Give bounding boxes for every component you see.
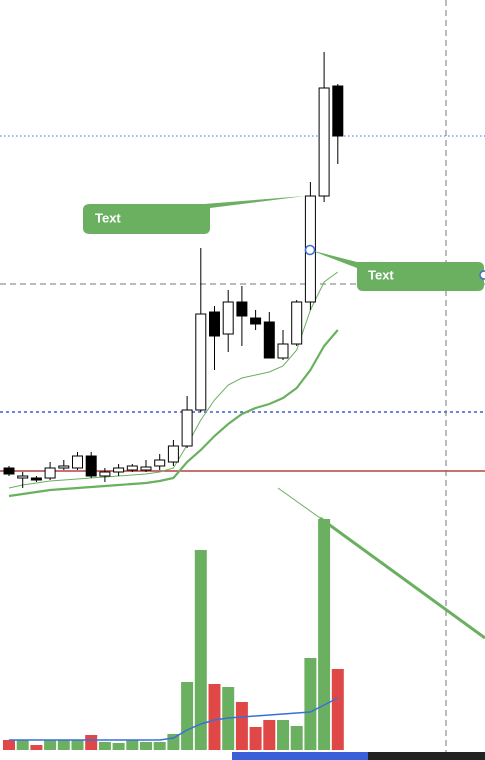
volume-bar bbox=[112, 743, 125, 750]
scroll-range[interactable] bbox=[232, 752, 368, 760]
volume-bar bbox=[30, 745, 43, 750]
candle-body bbox=[17, 475, 29, 479]
volume-bar bbox=[235, 702, 248, 750]
candle-body bbox=[167, 445, 179, 463]
anchor-handle[interactable] bbox=[479, 270, 485, 280]
candle-body bbox=[195, 313, 207, 411]
volume-bar bbox=[85, 735, 98, 750]
candle-body bbox=[250, 317, 262, 325]
candle-body bbox=[85, 455, 97, 477]
volume-ma bbox=[9, 697, 339, 741]
candle-body bbox=[263, 321, 275, 359]
candle-body bbox=[332, 85, 344, 137]
volume-bar bbox=[290, 726, 303, 750]
volume-bar bbox=[181, 682, 194, 750]
trend-line bbox=[319, 516, 485, 640]
anchor-handle[interactable] bbox=[304, 244, 316, 256]
candle-body bbox=[236, 301, 248, 317]
candle-body bbox=[30, 477, 42, 481]
candle-body bbox=[99, 471, 111, 477]
candle-body bbox=[126, 465, 138, 471]
volume-bar bbox=[126, 740, 139, 750]
moving-average bbox=[8, 329, 339, 498]
volume-bar bbox=[3, 740, 15, 750]
scroll-track[interactable] bbox=[368, 752, 485, 760]
trend-line bbox=[277, 487, 321, 519]
callout[interactable] bbox=[83, 196, 305, 234]
volume-bar bbox=[71, 740, 84, 750]
candle-body bbox=[3, 467, 15, 475]
candle-body bbox=[291, 301, 303, 345]
volume-bar bbox=[208, 684, 221, 750]
volume-bar bbox=[331, 669, 344, 750]
candle-body bbox=[222, 301, 234, 335]
candle-body bbox=[72, 455, 83, 469]
volume-bar bbox=[194, 550, 207, 750]
volume-bar bbox=[153, 742, 166, 750]
candle-body bbox=[181, 409, 193, 447]
candle-body bbox=[209, 311, 220, 337]
candle-body bbox=[277, 343, 289, 359]
volume-bar bbox=[44, 740, 57, 750]
candle-body bbox=[113, 467, 125, 473]
callout[interactable] bbox=[310, 250, 484, 291]
candle-body bbox=[318, 87, 330, 197]
volume-bar bbox=[98, 742, 111, 750]
callout-text: Text bbox=[368, 267, 394, 282]
volume-bar bbox=[249, 727, 262, 750]
volume-bar bbox=[304, 658, 317, 750]
volume-bar bbox=[16, 740, 29, 750]
candle-body bbox=[140, 466, 152, 471]
volume-bar bbox=[318, 519, 331, 750]
volume-bar bbox=[263, 720, 276, 750]
moving-average bbox=[8, 271, 339, 489]
candle-body bbox=[44, 467, 56, 479]
candle-body bbox=[58, 465, 70, 469]
volume-bar bbox=[277, 720, 289, 750]
candle-body bbox=[154, 459, 166, 467]
callout-text: Text bbox=[95, 210, 121, 225]
volume-bar bbox=[140, 742, 152, 750]
volume-bar bbox=[57, 740, 70, 750]
